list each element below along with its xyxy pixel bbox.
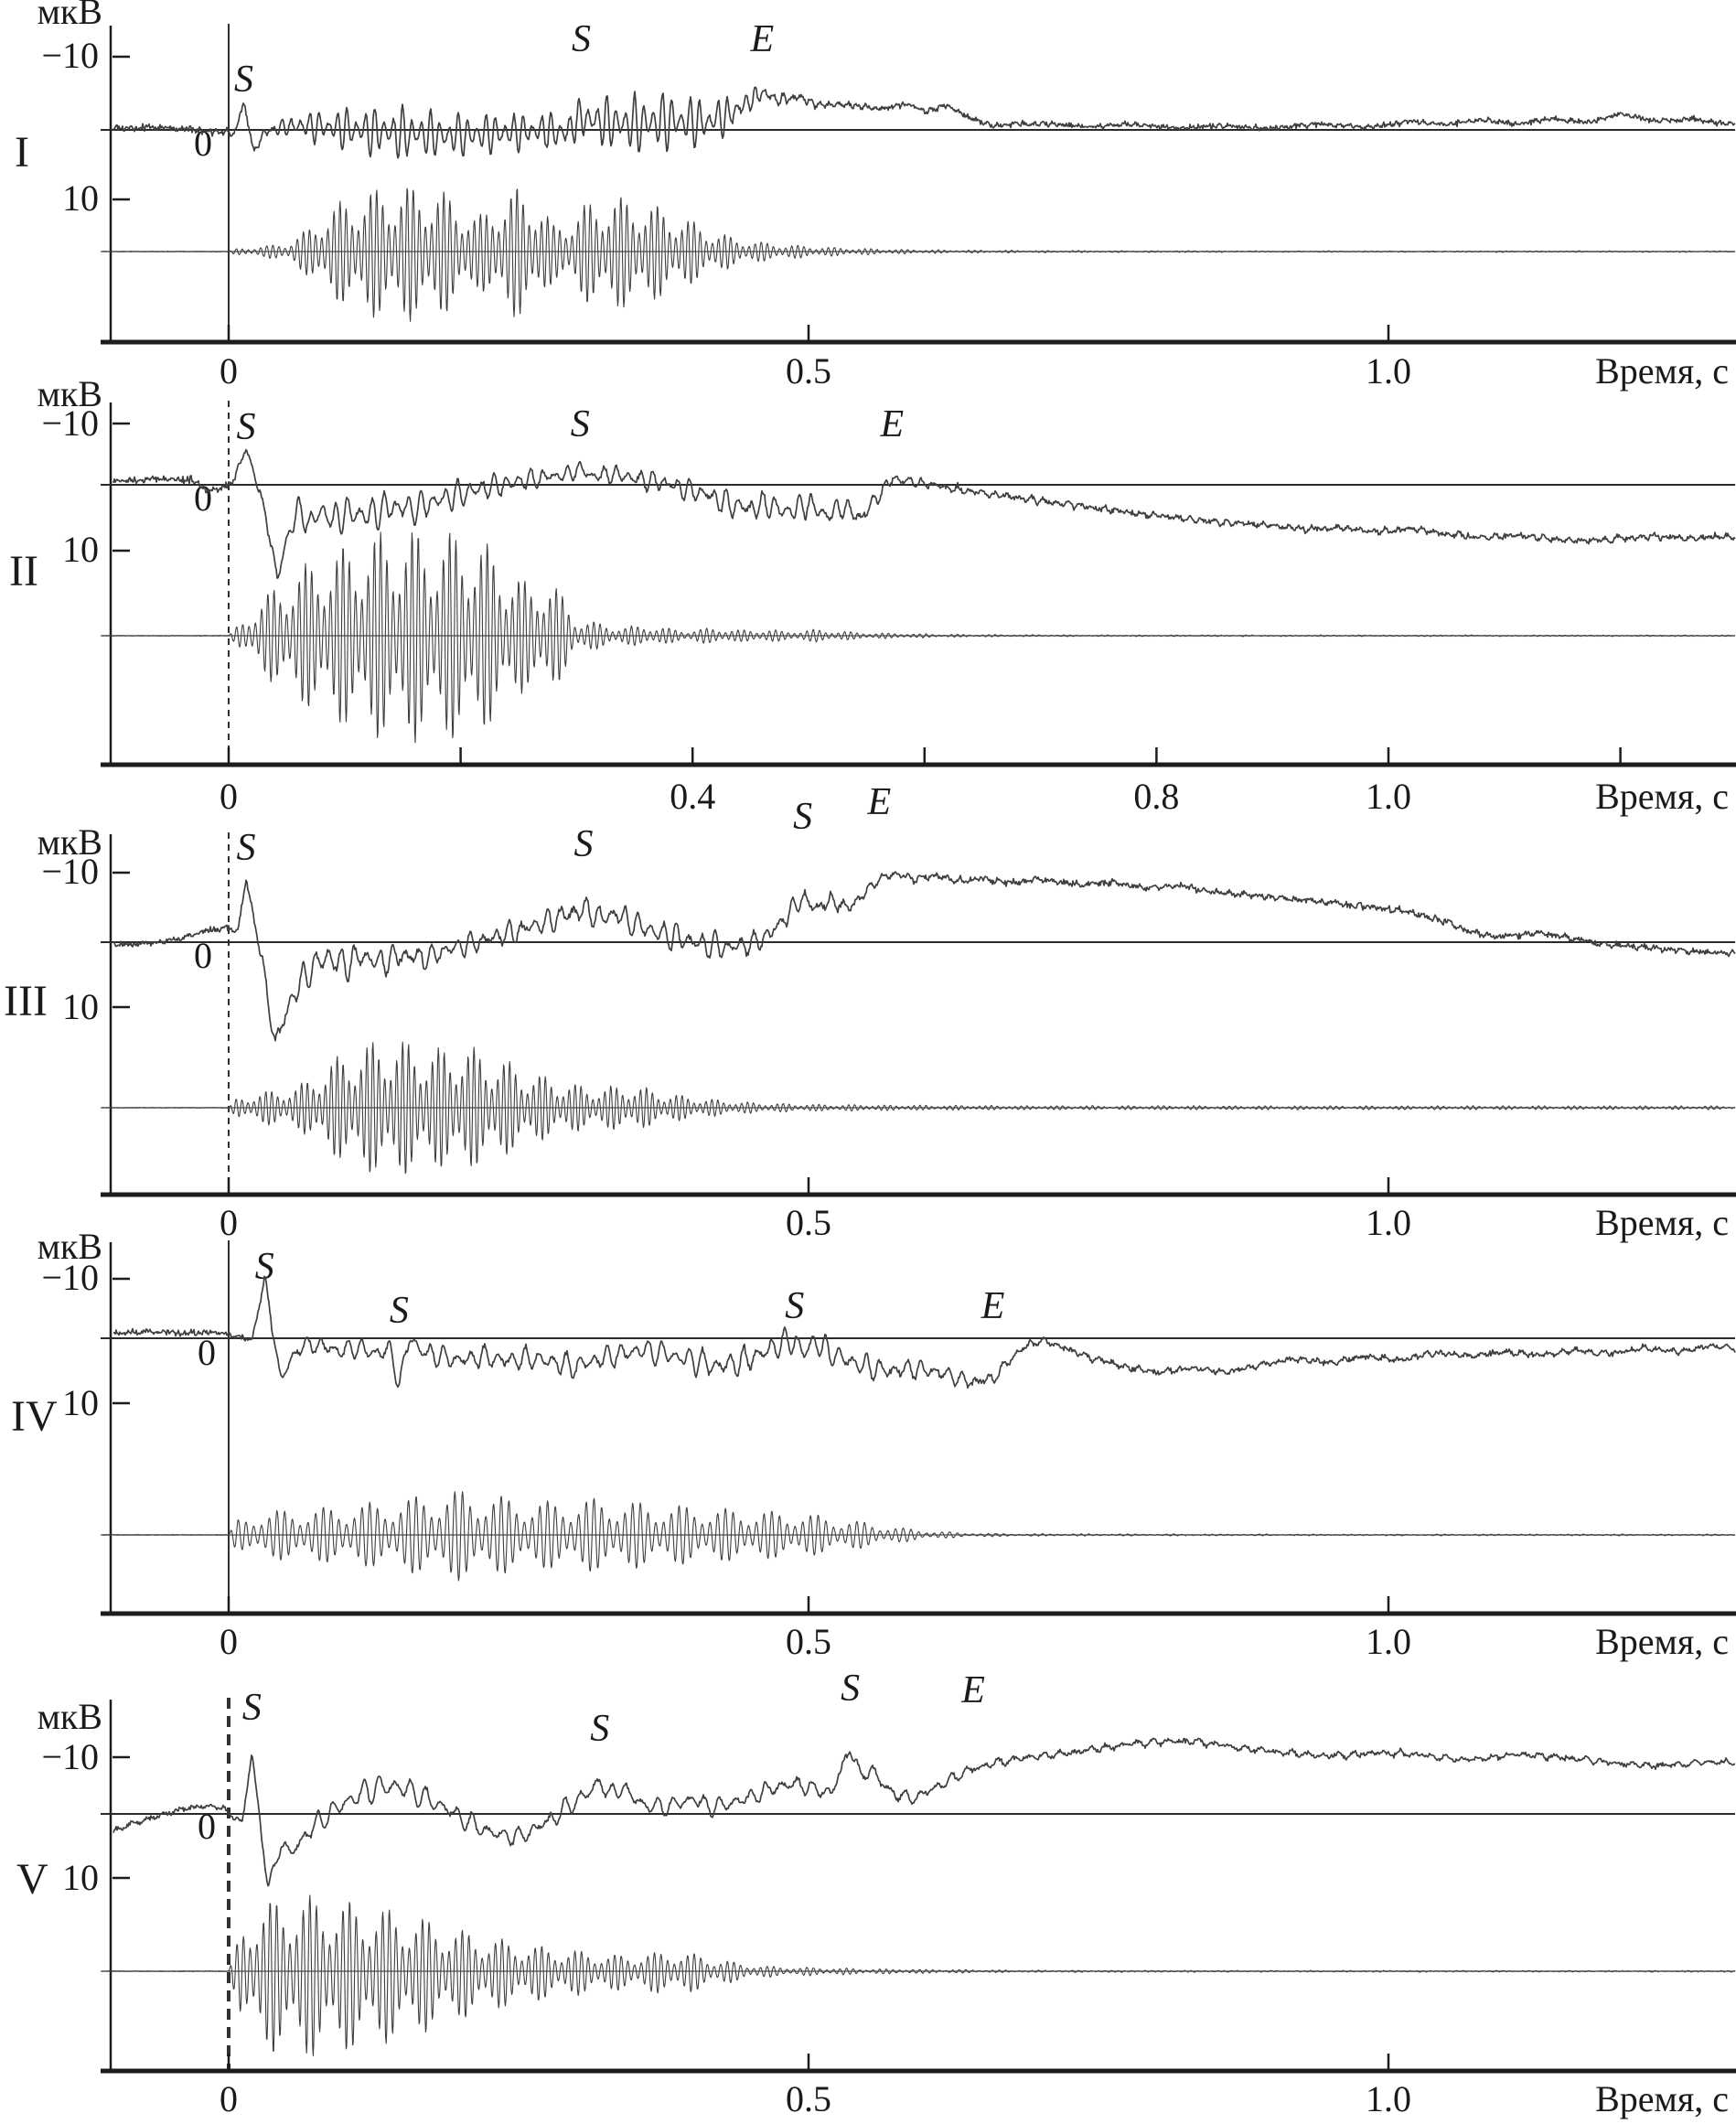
x-tick-label-0.5: 0.5 bbox=[786, 350, 831, 392]
x-tick-label-0: 0 bbox=[220, 1202, 238, 1243]
x-tick-label-1.0: 1.0 bbox=[1366, 350, 1411, 392]
x-tick-label-0.5: 0.5 bbox=[786, 2078, 831, 2119]
x-axis-title: Время, с bbox=[1595, 1202, 1729, 1243]
x-tick-label-1.0: 1.0 bbox=[1366, 776, 1411, 817]
marker-S-1: S bbox=[237, 827, 256, 869]
panel-roman-label: IV bbox=[11, 1392, 58, 1441]
marker-E-4: E bbox=[867, 781, 892, 823]
marker-S-2: S bbox=[390, 1290, 409, 1332]
marker-E-4: E bbox=[981, 1285, 1005, 1327]
x-axis-title: Время, с bbox=[1595, 776, 1729, 817]
y-tick-label-plus10: 10 bbox=[62, 1857, 99, 1898]
marker-S-1: S bbox=[237, 406, 256, 448]
marker-S-2: S bbox=[590, 1708, 609, 1750]
stimulus-trace bbox=[102, 1894, 1736, 2056]
panel-roman-label: V bbox=[16, 1855, 48, 1904]
x-tick-label-0: 0 bbox=[220, 2078, 238, 2119]
marker-S-2: S bbox=[571, 403, 590, 445]
marker-S-2: S bbox=[572, 18, 591, 60]
y-tick-label-plus10: 10 bbox=[62, 1382, 99, 1423]
y-tick-label-minus10: −10 bbox=[41, 851, 99, 892]
erp-trace bbox=[113, 1737, 1736, 1887]
panel-III: мкВ−10 10 III 0 0 0.5 1.0 Время, с S S S E bbox=[4, 781, 1736, 1243]
panel-roman-label: III bbox=[4, 977, 48, 1025]
panel-V: мкВ−10 10 V 0 0 0.5 1.0 Время, с S S S E bbox=[16, 1668, 1736, 2119]
erp-trace bbox=[113, 1275, 1736, 1389]
x-axis-title: Время, с bbox=[1595, 2078, 1729, 2119]
y-unit-label: мкВ bbox=[38, 1696, 102, 1737]
y-tick-label-plus10: 10 bbox=[62, 529, 99, 570]
panel-roman-label: II bbox=[9, 547, 38, 595]
marker-S-3: S bbox=[793, 796, 812, 838]
y-unit-label: мкВ bbox=[38, 373, 102, 414]
x-axis-title: Время, с bbox=[1595, 350, 1729, 392]
y-unit-label: мкВ bbox=[38, 0, 102, 32]
marker-S-3: S bbox=[841, 1668, 860, 1710]
x-tick-label-0: 0 bbox=[220, 776, 238, 817]
time-zero-label: 0 bbox=[194, 935, 212, 976]
x-tick-label-0.8: 0.8 bbox=[1133, 776, 1179, 817]
time-zero-label: 0 bbox=[194, 123, 212, 164]
stimulus-trace bbox=[102, 1041, 1736, 1175]
stimulus-trace bbox=[102, 1491, 1736, 1582]
y-tick-label-plus10: 10 bbox=[62, 986, 99, 1027]
y-tick-label-plus10: 10 bbox=[62, 177, 99, 219]
x-tick-label-1.0: 1.0 bbox=[1366, 1202, 1411, 1243]
time-zero-label: 0 bbox=[198, 1332, 216, 1373]
y-tick-label-minus10: −10 bbox=[41, 402, 99, 444]
panel-I: мкВ−10 10 I 0 0 0.5 1.0 Время, с S S E bbox=[15, 0, 1736, 392]
marker-S-1: S bbox=[242, 1687, 262, 1729]
x-axis-title: Время, с bbox=[1595, 1621, 1729, 1662]
marker-S-1: S bbox=[255, 1246, 274, 1288]
panel-II: мкВ−10 10 II 0 0 0.4 0.8 1.0 Время, с S S E bbox=[9, 373, 1736, 817]
time-zero-label: 0 bbox=[198, 1806, 216, 1847]
x-tick-label-0: 0 bbox=[220, 1621, 238, 1662]
y-tick-label-minus10: −10 bbox=[41, 1736, 99, 1777]
erp-trace bbox=[113, 448, 1736, 579]
x-tick-label-0.5: 0.5 bbox=[786, 1621, 831, 1662]
x-tick-label-0.4: 0.4 bbox=[670, 776, 715, 817]
marker-E-4: E bbox=[960, 1669, 985, 1711]
erp-trace bbox=[113, 86, 1736, 159]
y-unit-label: мкВ bbox=[38, 1226, 102, 1267]
stimulus-trace bbox=[102, 531, 1736, 744]
y-tick-label-minus10: −10 bbox=[41, 35, 99, 76]
x-tick-label-0.5: 0.5 bbox=[786, 1202, 831, 1243]
marker-S-1: S bbox=[234, 59, 253, 101]
time-zero-label: 0 bbox=[194, 477, 212, 519]
marker-S-3: S bbox=[785, 1285, 804, 1327]
marker-S-2: S bbox=[574, 823, 594, 865]
y-tick-label-minus10: −10 bbox=[41, 1257, 99, 1298]
erp-trace bbox=[113, 871, 1736, 1042]
marker-E-3: E bbox=[749, 18, 774, 60]
x-tick-label-0: 0 bbox=[220, 350, 238, 392]
x-tick-label-1.0: 1.0 bbox=[1366, 1621, 1411, 1662]
x-tick-label-1.0: 1.0 bbox=[1366, 2078, 1411, 2119]
stimulus-trace bbox=[102, 188, 1736, 322]
panel-roman-label: I bbox=[15, 128, 29, 177]
y-unit-label: мкВ bbox=[38, 821, 102, 863]
marker-E-3: E bbox=[879, 403, 904, 445]
